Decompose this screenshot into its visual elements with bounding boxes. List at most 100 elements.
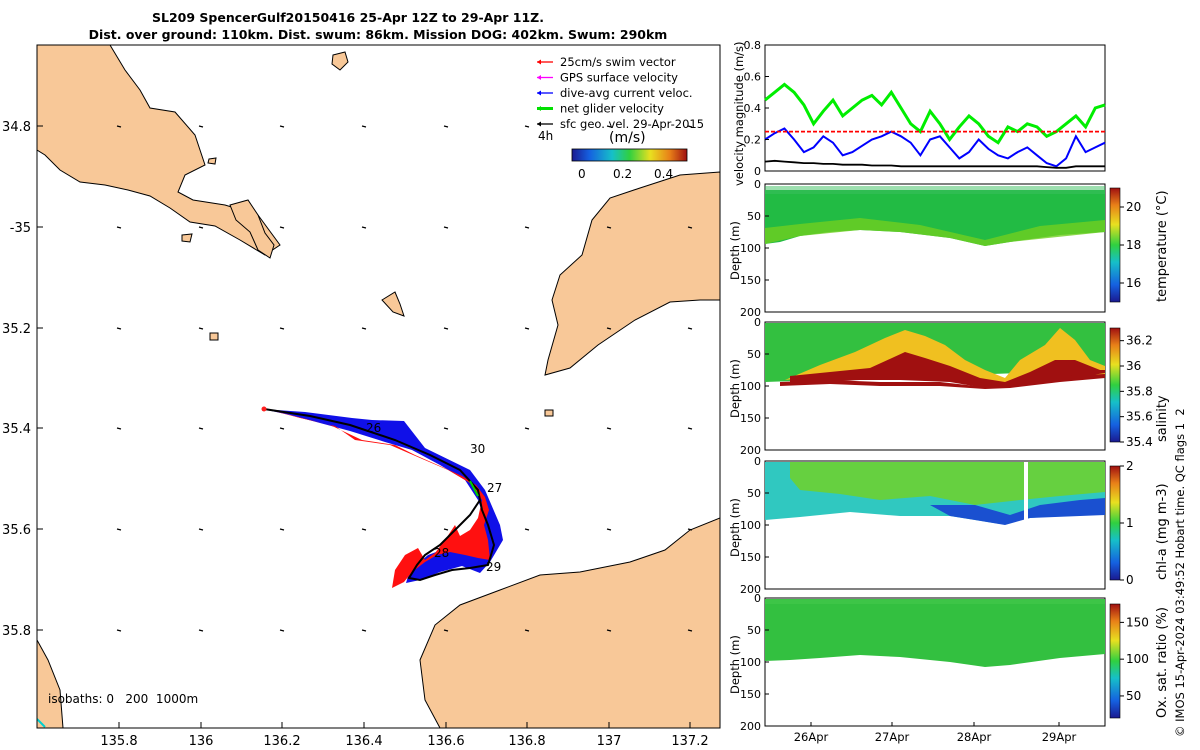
net-glider-track — [263, 408, 496, 582]
salinity-colorbar — [1109, 327, 1121, 443]
map-legend: 25cm/s swim vector GPS surface velocitydi… — [537, 55, 704, 181]
geo-vector-mark — [524, 629, 530, 632]
geo-vector-mark — [443, 528, 449, 531]
temperature-colorbar — [1109, 187, 1121, 303]
velocity-ytick-label: 0.6 — [744, 71, 762, 84]
colorbar-tick-0: 0 — [578, 167, 586, 181]
colorbar-label: salinity — [1155, 395, 1170, 442]
geo-vector-mark — [443, 327, 449, 330]
oxygen-surface — [765, 599, 1105, 604]
depth-ylabel: Depth (m) — [728, 498, 742, 557]
velocity-line — [764, 127, 1106, 168]
geo-vector-mark — [116, 629, 122, 632]
geostrophic-vector-grid — [116, 125, 693, 632]
legend-label: dive-avg current veloc. — [560, 86, 693, 100]
salinity-field-red — [790, 352, 1105, 388]
map-lat-label: 34.8 — [2, 120, 31, 135]
island-5 — [544, 409, 554, 417]
map-lat-label: -35 — [10, 221, 31, 236]
depth-ytick-label: 0 — [754, 455, 761, 468]
geo-vector-mark — [198, 125, 204, 128]
depth-ytick-label: 100 — [740, 656, 761, 669]
legend-label: 25cm/s swim vector — [560, 55, 676, 69]
geo-vector-mark — [524, 327, 530, 330]
colorbar-label: chl-a (mg m-3) — [1155, 483, 1170, 580]
velocity-frame — [764, 44, 1106, 172]
time-xtick-label: 27Apr — [875, 730, 910, 744]
colorbar-unit-label: (m/s) — [609, 130, 646, 146]
chla-gap — [1024, 462, 1028, 522]
geo-vector-mark — [198, 629, 204, 632]
depth-ytick-label: 150 — [740, 274, 761, 287]
geo-vector-mark — [606, 327, 612, 330]
geo-vector-mark — [116, 226, 122, 229]
colorbar-tick-02: 0.2 — [613, 167, 632, 181]
track-start-marker — [261, 406, 267, 412]
glider-track-group — [261, 406, 503, 588]
geo-vector-mark — [116, 427, 122, 430]
map-lon-label: 136 — [189, 734, 214, 749]
velocity-ytick-label: 0.8 — [744, 39, 762, 52]
map-lon-label: 136.2 — [263, 734, 300, 749]
colorbar-tick-label: 150 — [1126, 615, 1149, 629]
geo-vector-mark — [361, 629, 367, 632]
map-frame — [36, 44, 721, 729]
geo-vector-mark — [687, 226, 693, 229]
oxygen-colorbar — [1109, 603, 1121, 719]
geo-vector-mark — [687, 327, 693, 330]
depth-ytick-label: 200 — [740, 583, 761, 596]
day-label-30: 30 — [470, 442, 485, 456]
landmass-group — [37, 45, 720, 728]
depth-ytick-label: 100 — [740, 519, 761, 532]
velocity-series — [764, 82, 1106, 169]
colorbar-tick-04: 0.4 — [654, 167, 673, 181]
map-lon-label: 135.8 — [100, 734, 137, 749]
map-lon-label: 137 — [597, 734, 622, 749]
geo-vector-mark — [606, 427, 612, 430]
geo-vector-mark — [687, 528, 693, 531]
geo-vector-mark — [361, 226, 367, 229]
chart-title-line2: Dist. over ground: 110km. Dist. swum: 86… — [88, 27, 668, 42]
colorbar-label: Ox. sat. ratio (%) — [1155, 607, 1170, 718]
geo-vector-mark — [116, 528, 122, 531]
chla-colorbar — [1109, 465, 1121, 581]
eyre-peninsula — [37, 45, 281, 256]
legend-arrowhead — [537, 59, 541, 65]
net-glider-highlight — [469, 480, 479, 497]
salinity-panel — [764, 321, 1121, 451]
day-label-26: 26 — [366, 421, 381, 435]
legend-arrowhead — [537, 90, 541, 96]
velocity-ytick-label: 0.4 — [744, 102, 762, 115]
fleurieu-coast — [37, 639, 64, 728]
colorbar-interval-label: 4h — [538, 129, 553, 143]
geo-vector-mark — [443, 629, 449, 632]
map-lat-label: 35.4 — [2, 422, 31, 437]
map-lon-label: 136.8 — [508, 734, 545, 749]
geo-vector-mark — [279, 125, 285, 128]
oxygen-field — [765, 599, 1105, 667]
depth-ytick-label: 50 — [747, 348, 761, 361]
island-6 — [181, 233, 193, 243]
colorbar-tick-label: 20 — [1126, 200, 1141, 214]
chart-title-line1: SL209 SpencerGulf20150416 25-Apr 12Z to … — [152, 10, 544, 25]
geo-vector-mark — [198, 327, 204, 330]
colorbar-tick-label: 1 — [1126, 516, 1134, 530]
corner-isobath — [37, 718, 46, 728]
imos-side-note: © IMOS 15-Apr-2024 03:49:52 Hobart time.… — [1173, 408, 1187, 737]
day-label-28: 28 — [434, 546, 449, 560]
map-lat-label: 35.8 — [2, 624, 31, 639]
depth-ytick-label: 200 — [740, 306, 761, 319]
geo-vector-mark — [361, 327, 367, 330]
depth-ylabel: Depth (m) — [728, 635, 742, 694]
map-lon-label: 136.6 — [427, 734, 464, 749]
depth-ytick-label: 50 — [747, 487, 761, 500]
depth-ytick-label: 50 — [747, 210, 761, 223]
salinity-bottom-edge — [780, 374, 1105, 389]
geo-vector-mark — [687, 629, 693, 632]
depth-ytick-label: 150 — [740, 551, 761, 564]
geo-vector-mark — [361, 125, 367, 128]
kangaroo-island — [419, 517, 720, 728]
geo-vector-mark — [198, 528, 204, 531]
depth-ytick-label: 0 — [754, 592, 761, 605]
